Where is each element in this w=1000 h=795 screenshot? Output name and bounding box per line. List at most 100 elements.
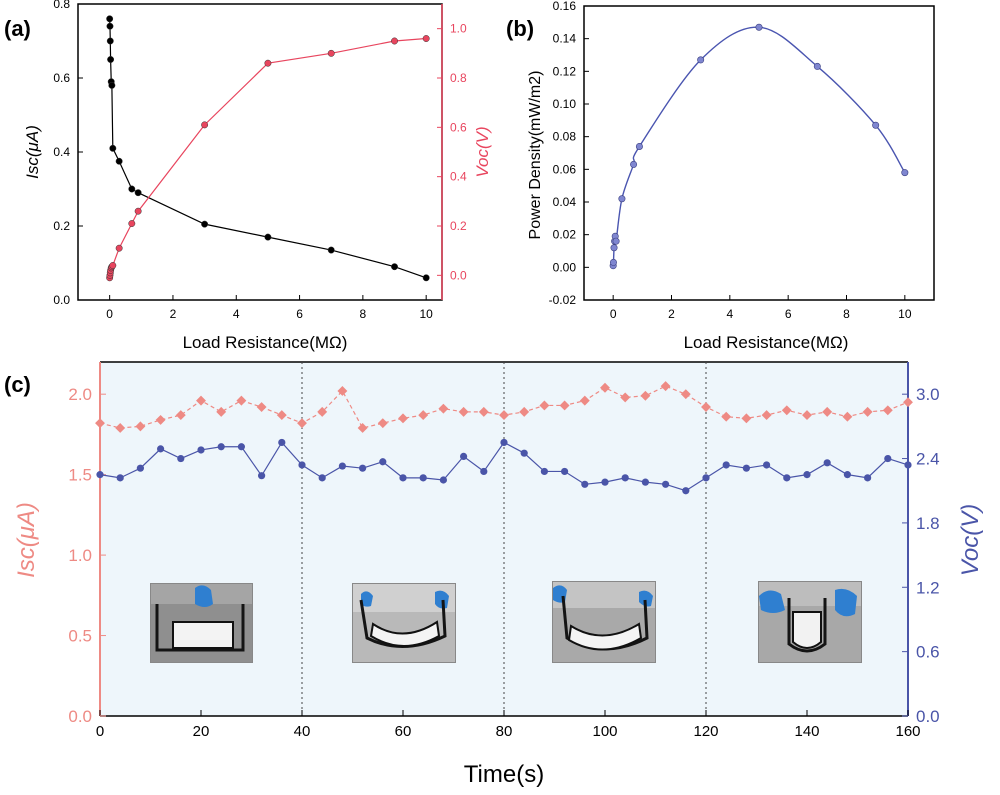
voc-data-point (399, 474, 407, 482)
voc-data-point (904, 461, 912, 469)
isc-data-point (822, 406, 833, 417)
voc-data-point (480, 467, 488, 476)
y-tick-label: 0.6 (53, 71, 70, 85)
x-tick-label: 8 (843, 307, 850, 321)
x-tick-label: 60 (395, 723, 412, 740)
y2-tick-label: 1.8 (916, 514, 940, 533)
isc-data-point (721, 411, 732, 422)
isc-data-point (128, 185, 136, 193)
y2-tick-label: 2.4 (916, 450, 940, 469)
x-tick-label: 6 (296, 307, 303, 321)
x-tick-label: 8 (360, 307, 367, 321)
voc-data-point (96, 471, 104, 479)
voc-data-point (783, 474, 791, 482)
x-tick-label: 0 (610, 307, 617, 321)
voc-data-point (520, 449, 528, 457)
voc-data-point (540, 467, 549, 476)
y2-tick-label: 3.0 (916, 385, 940, 404)
isc-data-point (559, 400, 570, 411)
power-density-point (635, 142, 643, 150)
power-density-point (697, 56, 705, 64)
isc-data-point (109, 144, 117, 152)
panel-c-ylabel2: Voc(V) (957, 504, 984, 576)
voc-data-point (843, 471, 852, 479)
isc-data-point (620, 392, 631, 403)
voc-data-point (217, 443, 225, 451)
x-tick-label: 10 (898, 307, 912, 321)
isc-data-point (438, 403, 449, 414)
voc-data-point (823, 459, 831, 467)
voc-data-point (134, 207, 142, 215)
y2-tick-label: 0.8 (450, 71, 467, 85)
power-density-point (610, 244, 618, 252)
y-tick-label: 0.06 (553, 162, 577, 176)
voc-data-point (338, 462, 346, 470)
x-tick-label: 2 (668, 307, 675, 321)
voc-data-point (116, 474, 124, 482)
panel-b-ylabel: Power Density(mW/m2) (527, 71, 544, 240)
voc-data-point (864, 474, 872, 482)
x-tick-label: 140 (794, 723, 819, 740)
power-density-point (630, 160, 638, 168)
panel-a-xlabel: Load Resistance(MΩ) (183, 333, 348, 352)
power-density-point (872, 121, 880, 129)
panel-c-plot: 0 20 40 60 80 100 120 140 1600.00.51.01.52.00.00… (68, 362, 940, 740)
isc-data-point (175, 410, 186, 421)
voc-data-point (460, 452, 468, 460)
isc-data-point (761, 410, 772, 421)
power-density-point (612, 237, 620, 245)
y-tick-label: 0.04 (553, 195, 577, 209)
panel-a-label: (a) (4, 16, 31, 41)
isc-data-point (640, 390, 651, 401)
voc-data-point (115, 244, 123, 252)
voc-data-point (621, 474, 629, 482)
isc-data-point (337, 386, 348, 396)
y-tick-label: 1.5 (68, 466, 92, 485)
voc-data-point (201, 121, 209, 129)
x-tick-label: 2 (170, 307, 177, 321)
voc-data-point (702, 474, 710, 482)
isc-data-point (317, 406, 328, 417)
y-tick-label: 2.0 (68, 385, 92, 404)
panel-b-plot: 0 2 4 6 8 10 -0.02 0.00 0.02 0.04 0.06 0.08 0.10 0.12… (549, 0, 912, 321)
power-density-point (609, 258, 617, 266)
y-tick-label: -0.02 (549, 293, 577, 307)
isc-data-point (422, 274, 430, 282)
voc-data-point (422, 35, 430, 42)
y-tick-label: 0.10 (553, 97, 577, 111)
panel-b: (b) Load Resistance(MΩ) Power Density(mW… (506, 0, 935, 352)
isc-data-point (842, 411, 853, 422)
isc-data-point (236, 395, 247, 406)
isc-data-point (201, 220, 209, 228)
y-tick-label: 0.0 (68, 707, 92, 726)
isc-data-point (377, 418, 388, 429)
y-tick-label: 0.14 (553, 32, 577, 46)
isc-data-point (478, 406, 489, 417)
panel-c-ylabel: Isc(μA) (13, 502, 40, 578)
y-tick-label: 0.4 (53, 145, 70, 159)
x-tick-label: 0 (96, 723, 104, 740)
isc-data-point (106, 22, 114, 30)
isc-data-point (701, 402, 711, 413)
voc-data-point (662, 480, 670, 488)
isc-data-point (196, 395, 206, 406)
isc-data-point (327, 246, 335, 254)
y-tick-label: 0.8 (53, 0, 70, 11)
voc-data-point (500, 438, 508, 447)
isc-data-point (134, 189, 142, 197)
isc-data-point (357, 423, 368, 433)
y2-tick-label: 0.0 (916, 707, 940, 726)
voc-data-point (601, 478, 609, 486)
isc-data-point (802, 410, 812, 421)
isc-data-point (108, 81, 116, 89)
x-tick-label: 100 (592, 723, 617, 740)
voc-data-point (722, 461, 730, 469)
x-tick-label: 6 (785, 307, 792, 321)
y2-tick-label: 0.6 (450, 120, 467, 134)
panel-a-frame (77, 3, 443, 301)
panel-c-xlabel: Time(s) (464, 761, 544, 788)
isc-data-point (579, 395, 590, 406)
photo-bent-device-1 (352, 583, 456, 663)
power-density-point (618, 195, 626, 203)
